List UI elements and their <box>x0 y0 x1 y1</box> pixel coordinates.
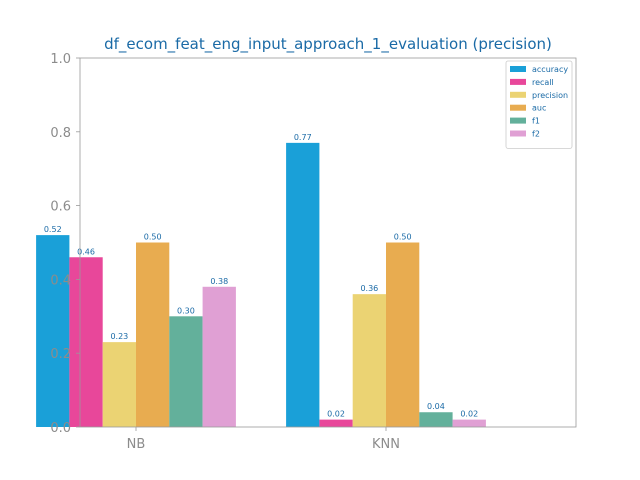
bar-f1-knn <box>419 412 453 427</box>
bar-label-accuracy-knn: 0.77 <box>294 133 312 142</box>
legend: accuracy recall precision auc f1 f2 <box>505 60 573 149</box>
bar-label-auc-nb: 0.50 <box>144 233 162 242</box>
bar-precision-nb <box>102 342 136 427</box>
legend-swatch-recall <box>510 78 526 85</box>
x-tick-label-knn: KNN <box>372 437 400 452</box>
legend-label-f1: f1 <box>532 117 540 126</box>
legend-swatch-f1 <box>510 117 526 124</box>
legend-swatch-auc <box>510 104 526 111</box>
x-axis: NB KNN <box>127 427 400 452</box>
bar-label-precision-nb: 0.23 <box>110 332 128 341</box>
legend-swatch-accuracy <box>510 66 526 72</box>
bar-f1-nb <box>169 316 203 427</box>
legend-label-recall: recall <box>532 78 554 87</box>
bar-auc-nb <box>136 242 170 427</box>
bars-group <box>36 142 486 427</box>
bar-f2-nb <box>202 286 236 427</box>
bar-auc-knn <box>386 242 420 427</box>
bar-recall-knn <box>319 419 353 427</box>
y-tick-label: 0.2 <box>50 347 71 362</box>
y-tick-label: 0.0 <box>50 421 71 436</box>
bar-label-f1-nb: 0.30 <box>177 306 195 315</box>
legend-label-f2: f2 <box>532 130 540 139</box>
bar-recall-nb <box>69 257 103 427</box>
bar-label-recall-knn: 0.02 <box>327 410 345 419</box>
bar-precision-knn <box>352 294 386 427</box>
legend-swatch-precision <box>510 91 526 98</box>
bar-label-f2-nb: 0.38 <box>210 277 228 286</box>
bar-label-f1-knn: 0.04 <box>427 402 445 411</box>
chart-title: df_ecom_feat_eng_input_approach_1_evalua… <box>104 35 552 54</box>
x-tick-label-nb: NB <box>127 437 146 452</box>
y-axis: 0.0 0.2 0.4 0.6 0.8 1.0 <box>50 52 80 436</box>
bar-accuracy-nb <box>36 235 70 427</box>
bar-label-f2-knn: 0.02 <box>460 410 478 419</box>
y-tick-label: 1.0 <box>50 52 71 67</box>
y-tick-label: 0.8 <box>50 126 71 141</box>
legend-label-auc: auc <box>532 104 546 113</box>
legend-label-accuracy: accuracy <box>532 65 568 74</box>
bar-label-auc-knn: 0.50 <box>394 233 412 242</box>
y-tick-label: 0.6 <box>50 200 71 215</box>
bar-accuracy-knn <box>286 142 320 427</box>
bar-f2-knn <box>452 419 486 427</box>
bar-labels-group: 0.52 0.77 0.46 0.02 0.23 0.36 0.50 0.50 0.30 0.04… <box>44 133 478 419</box>
legend-label-precision: precision <box>532 91 568 100</box>
legend-swatch-f2 <box>510 130 526 137</box>
axes-frame <box>79 57 577 428</box>
bar-label-recall-nb: 0.46 <box>77 247 95 256</box>
y-tick-label: 0.4 <box>50 273 71 288</box>
bar-label-accuracy-nb: 0.52 <box>44 225 62 234</box>
bar-label-precision-knn: 0.36 <box>360 284 378 293</box>
